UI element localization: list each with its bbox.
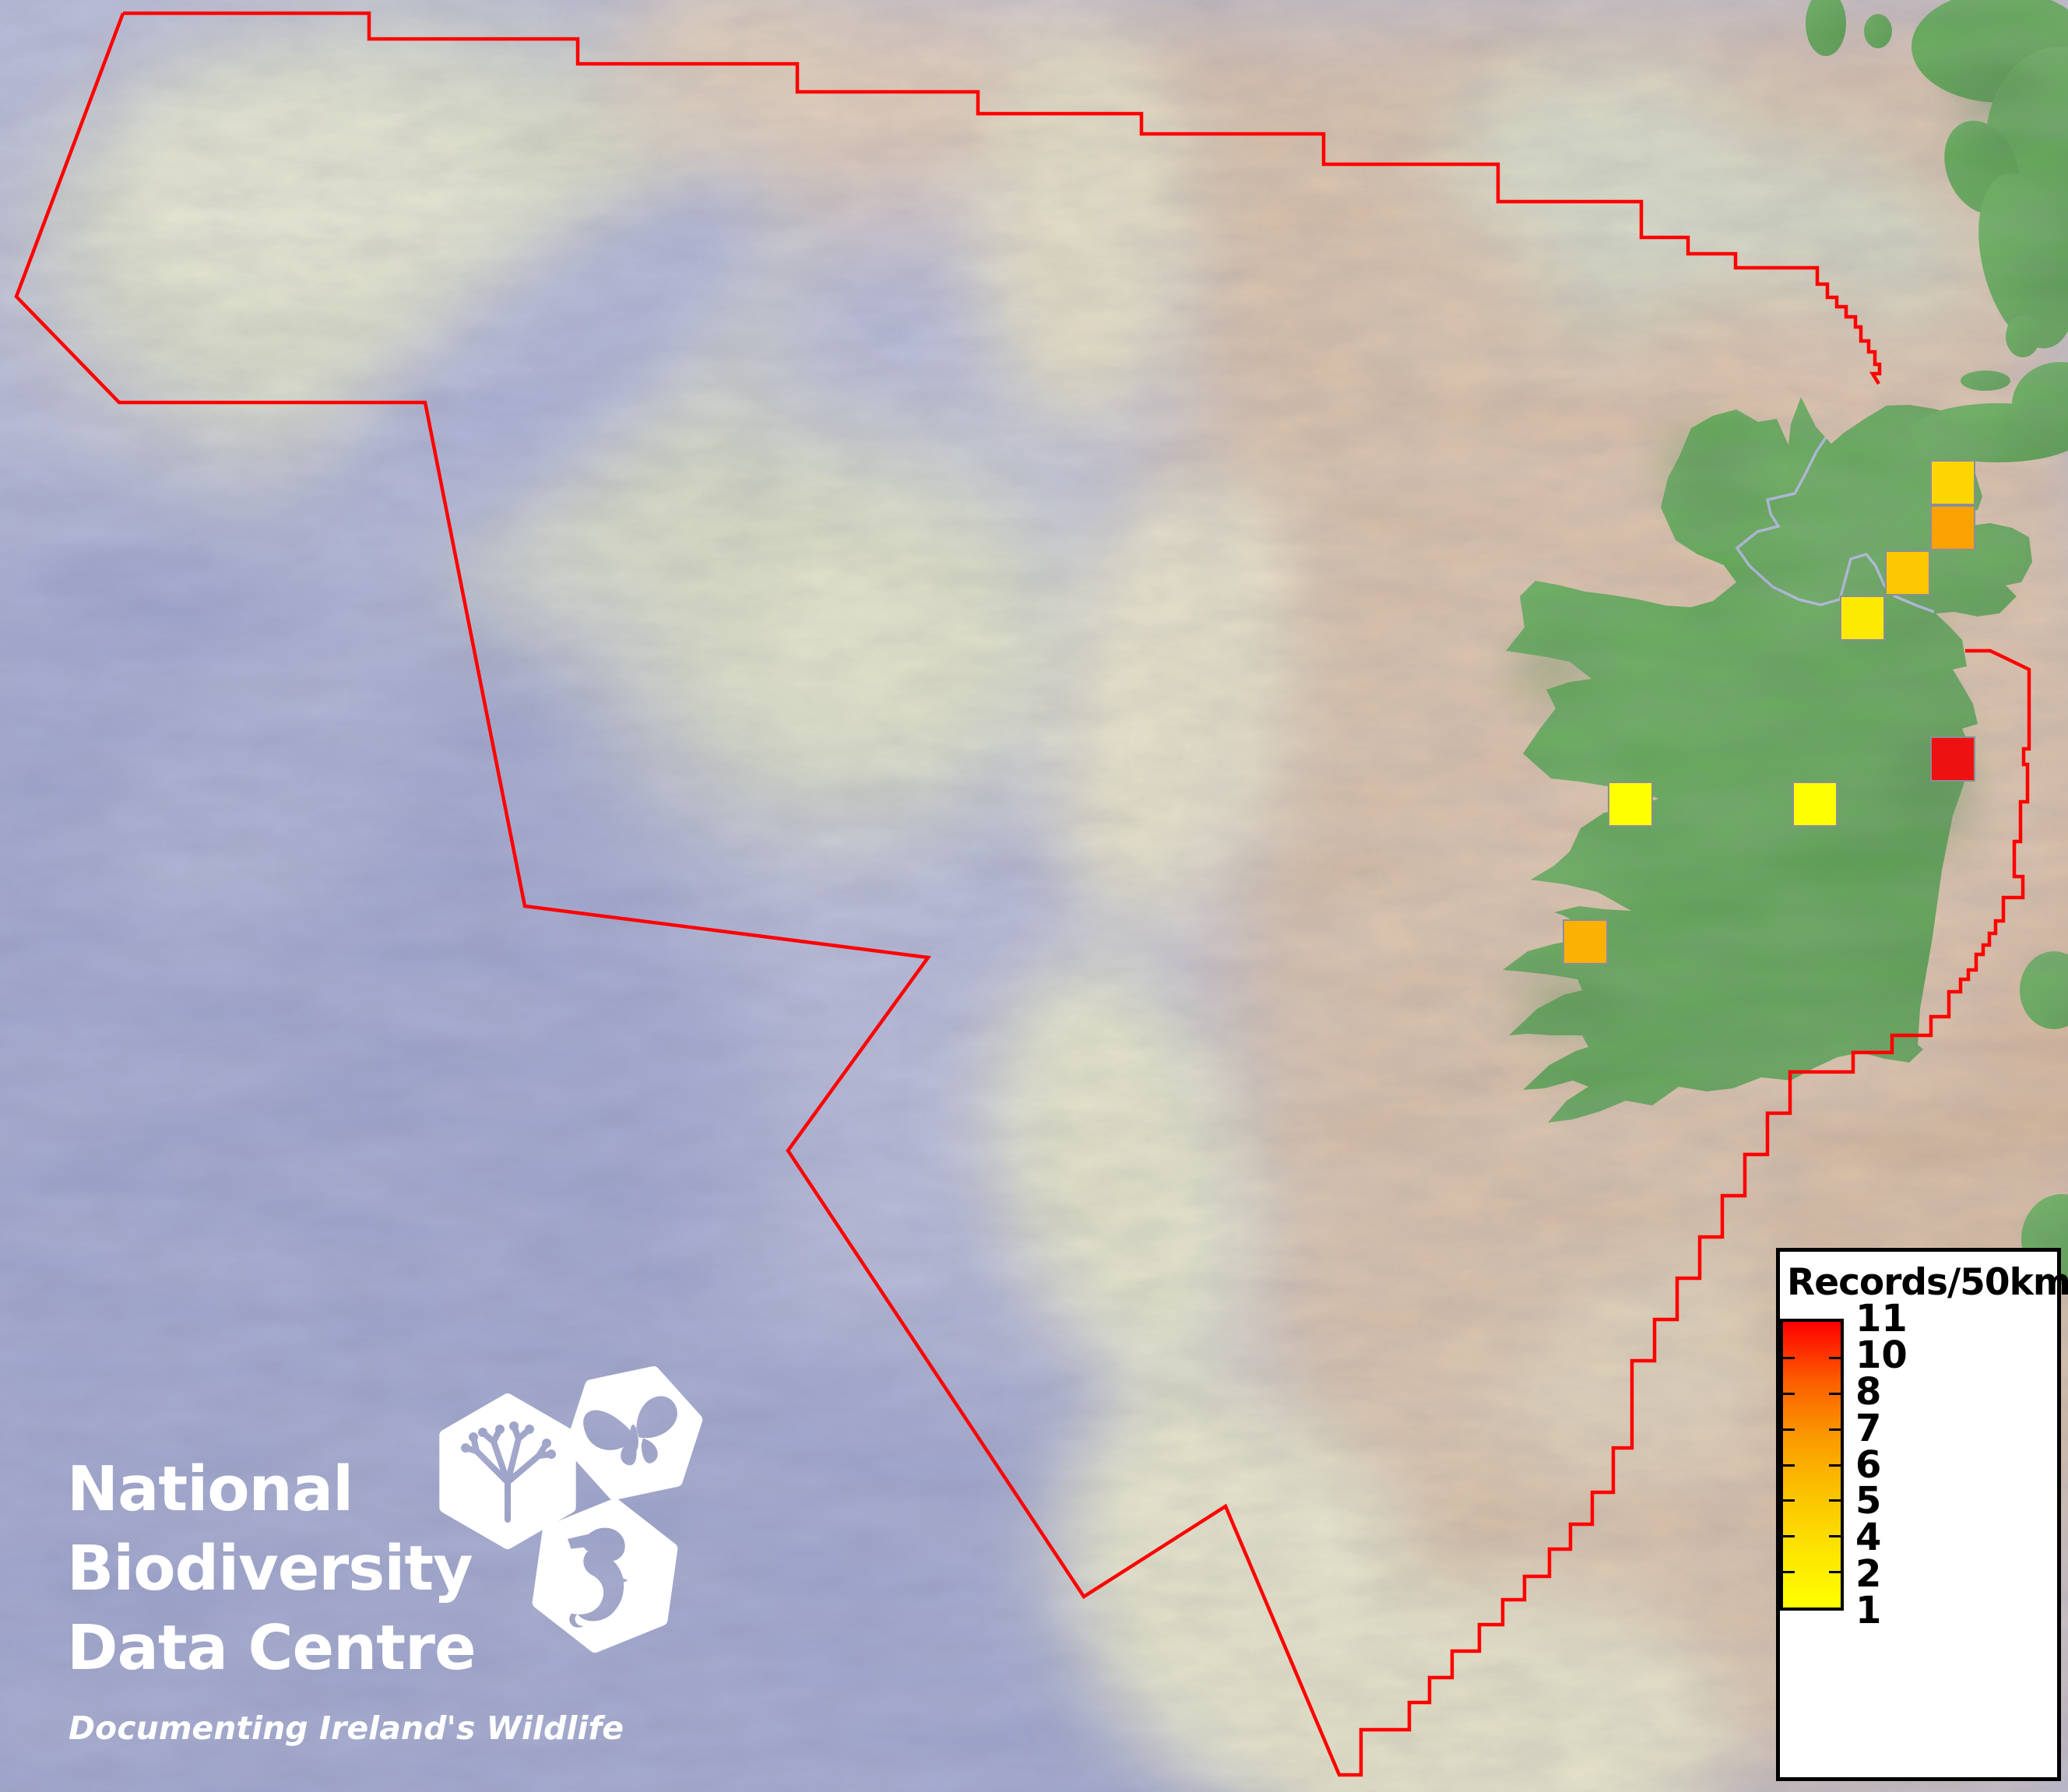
logo-line-2: Biodiversity: [67, 1533, 473, 1604]
legend-tickmark: [1783, 1535, 1795, 1538]
legend-ticklabel: 4: [1855, 1516, 1882, 1560]
boundary-north-segment: [123, 11, 1882, 385]
designated-area-boundary: [14, 11, 2031, 1777]
grid-square: [1608, 782, 1653, 827]
logo-line-3: Data Centre: [67, 1612, 477, 1684]
legend-tickmark: [1783, 1356, 1795, 1359]
grid-square: [1563, 919, 1608, 965]
legend-ticklabel: 10: [1855, 1333, 1908, 1377]
legend-tickmark: [1829, 1571, 1841, 1574]
legend-tickmark: [1829, 1535, 1841, 1538]
grid-square: [1885, 550, 1930, 596]
grid-square: [1792, 782, 1838, 827]
legend-panel: Records/50km 11 10 8 7 6 5 4 2 1: [1776, 1248, 2068, 1781]
legend-tickmark: [1829, 1428, 1841, 1431]
grid-square: [1930, 736, 1975, 782]
logo-tagline: Documenting Ireland's Wildlife: [69, 1709, 624, 1747]
grid-square: [1930, 505, 1975, 550]
legend-tickmark: [1783, 1499, 1795, 1502]
legend-tickmark: [1783, 1463, 1795, 1467]
logo-line-1: National: [67, 1453, 353, 1525]
legend-tickmark: [1829, 1356, 1841, 1359]
logo-title: National Biodiversity Data Centre: [67, 1449, 477, 1688]
legend-ticklabel: 11: [1855, 1297, 1908, 1340]
grid-square: [1840, 596, 1885, 641]
legend-ticklabel: 7: [1855, 1406, 1882, 1450]
legend-ticklabel: 1: [1855, 1589, 1882, 1632]
legend-tickmark: [1783, 1428, 1795, 1431]
legend-tickmark: [1829, 1463, 1841, 1467]
logo-hexagons: [420, 1351, 716, 1671]
legend-tickmark: [1829, 1499, 1841, 1502]
legend-title: Records/50km: [1787, 1261, 2068, 1304]
legend-tickmark: [1783, 1392, 1795, 1395]
legend-ticklabel: 5: [1855, 1479, 1882, 1523]
grid-square: [1930, 460, 1975, 505]
legend-ticklabel: 8: [1855, 1369, 1882, 1414]
legend-ticklabel: 6: [1855, 1442, 1882, 1487]
boundary-west-south-segment: [14, 12, 2031, 1777]
legend-ticklabel: 2: [1855, 1552, 1882, 1597]
legend-tickmark: [1783, 1571, 1795, 1574]
legend-colorbar: [1780, 1319, 1844, 1611]
legend-tickmark: [1829, 1392, 1841, 1395]
